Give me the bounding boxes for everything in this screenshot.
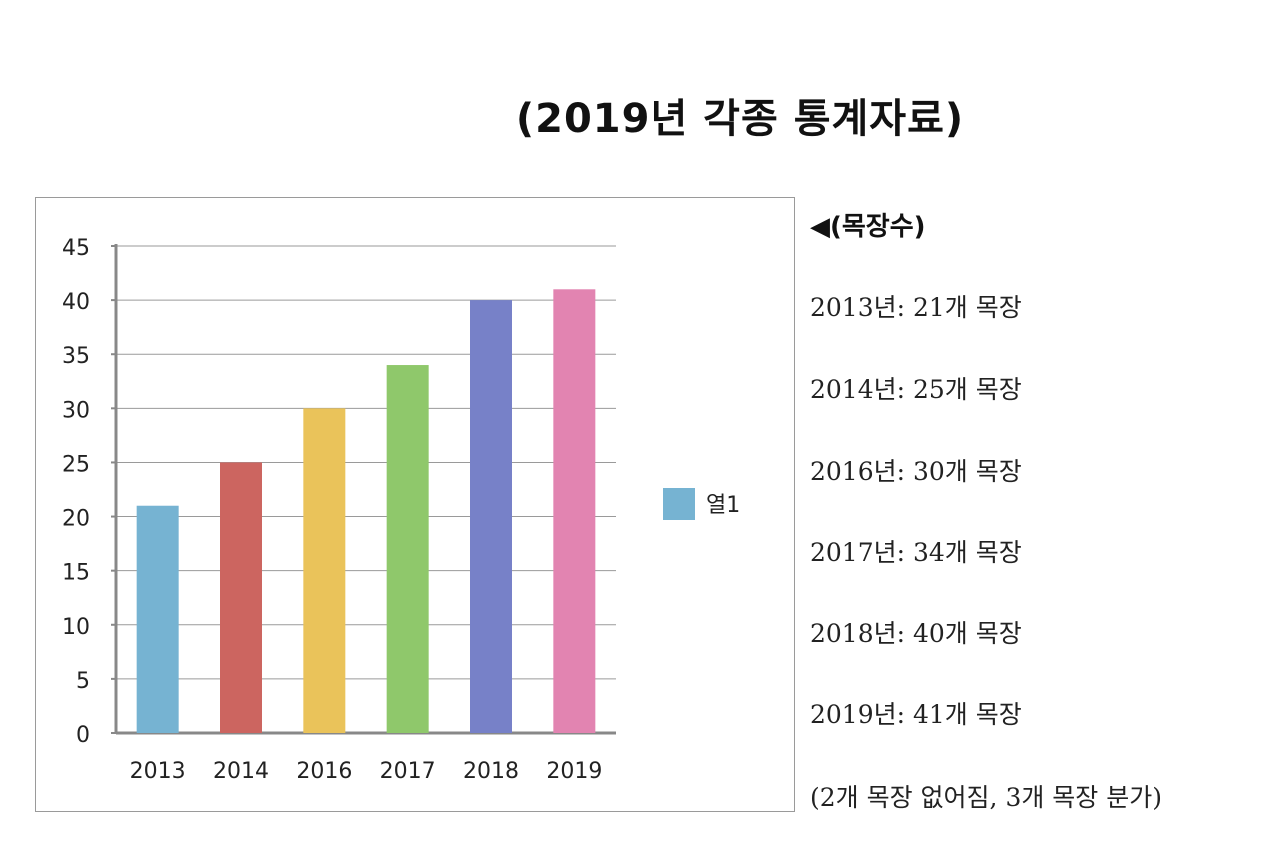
y-tick-label-10: 10 (62, 615, 90, 640)
x-tick-label-2013: 2013 (130, 759, 186, 784)
y-tick-label-0: 0 (76, 723, 90, 748)
bar-chart: 0 5 10 15 20 25 30 35 40 45 2013 2014 2016 2017 2018 20… (62, 236, 740, 784)
bar-2014 (220, 462, 262, 733)
y-tick-label-20: 20 (62, 507, 90, 532)
stats-note: (2개 목장 없어짐, 3개 목장 분가) (810, 783, 1163, 812)
stat-item-2019: 2019년: 41개 목장 (810, 700, 1022, 729)
stat-item-2013: 2013년: 21개 목장 (810, 293, 1022, 322)
stat-item-2018: 2018년: 40개 목장 (810, 619, 1022, 648)
stat-item-2016: 2016년: 30개 목장 (810, 457, 1022, 486)
x-tick-label-2014: 2014 (213, 759, 269, 784)
bar-2013 (136, 505, 179, 733)
bar-2018 (470, 300, 512, 733)
y-tick-label-35: 35 (62, 344, 90, 369)
x-tick-label-2016: 2016 (296, 759, 352, 784)
y-tick-label-40: 40 (62, 290, 90, 315)
legend-swatch (663, 488, 695, 520)
page-title: (2019년 각종 통계자료) (515, 96, 965, 142)
y-tick-label-25: 25 (62, 452, 90, 477)
x-tick-label-2018: 2018 (463, 759, 519, 784)
y-tick-label-15: 15 (62, 561, 90, 586)
bar-2017 (386, 365, 429, 733)
bar-2019 (553, 289, 596, 733)
stat-item-2017: 2017년: 34개 목장 (810, 538, 1022, 567)
y-tick-label-45: 45 (62, 236, 90, 261)
y-tick-label-30: 30 (62, 398, 90, 423)
legend-label: 열1 (706, 493, 740, 518)
bar-2016 (303, 408, 346, 733)
y-tick-label-5: 5 (76, 669, 90, 694)
chart-frame: 0 5 10 15 20 25 30 35 40 45 2013 2014 2016 2017 2018 20… (35, 197, 795, 812)
x-tick-label-2019: 2019 (546, 759, 602, 784)
stat-item-2014: 2014년: 25개 목장 (810, 375, 1022, 404)
stats-heading: ◀(목장수) (810, 212, 926, 242)
x-tick-label-2017: 2017 (380, 759, 436, 784)
